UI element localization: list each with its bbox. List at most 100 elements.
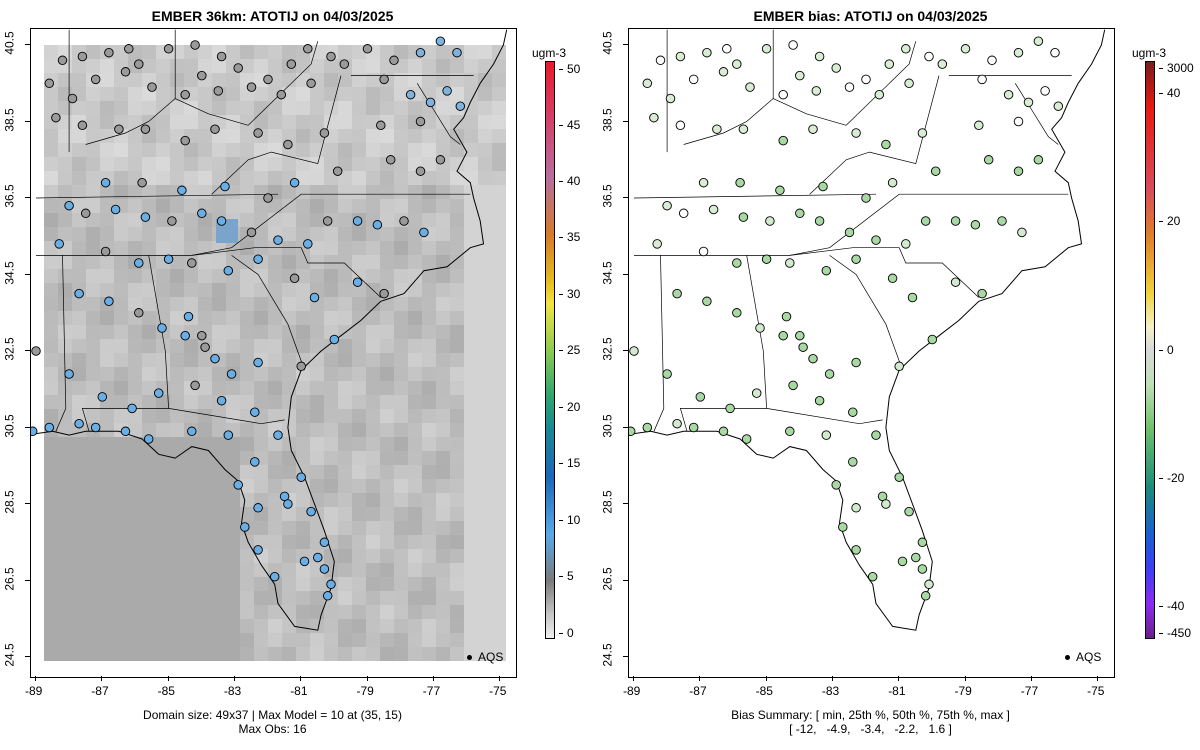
model-grid-cell — [114, 143, 128, 157]
model-grid-cell — [464, 619, 478, 633]
model-grid-cell — [394, 227, 408, 241]
model-grid-cell — [114, 465, 128, 479]
model-grid-cell — [352, 563, 366, 577]
model-grid-cell — [394, 171, 408, 185]
model-grid-cell — [268, 591, 282, 605]
model-grid-cell — [212, 465, 226, 479]
model-grid-cell — [198, 367, 212, 381]
model-grid-cell — [268, 45, 282, 59]
model-grid-cell — [296, 437, 310, 451]
right-y-tick: 34.5 — [600, 260, 615, 285]
model-grid-cell — [380, 311, 394, 325]
right-map — [628, 28, 1115, 678]
station-marker — [970, 220, 981, 230]
station-marker — [662, 200, 672, 211]
model-grid-cell — [100, 101, 114, 115]
model-grid-cell — [338, 423, 352, 437]
model-grid-cell — [254, 563, 268, 577]
model-grid-cell — [86, 451, 100, 465]
model-grid-cell — [366, 241, 380, 255]
model-grid-cell — [114, 269, 128, 283]
model-grid-cell — [114, 619, 128, 633]
station-marker — [167, 216, 177, 226]
model-grid-cell — [44, 605, 58, 619]
station-marker — [137, 177, 147, 188]
model-grid-cell — [464, 297, 478, 311]
model-grid-cell — [58, 479, 72, 493]
model-grid-cell — [58, 493, 72, 507]
model-grid-cell — [352, 325, 366, 339]
model-grid-cell — [240, 115, 254, 129]
model-grid-cell — [422, 171, 436, 185]
model-grid-cell — [296, 577, 310, 591]
model-grid-cell — [86, 493, 100, 507]
model-grid-cell — [268, 465, 282, 479]
model-grid-cell — [366, 465, 380, 479]
model-grid-cell — [184, 269, 198, 283]
model-grid-cell — [254, 339, 268, 353]
model-grid-cell — [464, 325, 478, 339]
model-grid-cell — [114, 577, 128, 591]
model-grid-cell — [114, 213, 128, 227]
model-grid-cell — [422, 129, 436, 143]
model-grid-cell — [170, 437, 184, 451]
model-grid-cell — [58, 115, 72, 129]
station-marker — [313, 552, 323, 563]
model-grid-cell — [86, 465, 100, 479]
right-y-tick: 24.5 — [600, 643, 615, 667]
model-grid-cell — [352, 535, 366, 549]
model-grid-cell — [352, 577, 366, 591]
station-marker — [831, 63, 841, 73]
right-map-canvas — [629, 29, 1106, 631]
model-grid-cell — [100, 255, 114, 269]
model-grid-cell — [282, 311, 296, 325]
model-grid-cell — [296, 213, 310, 227]
model-grid-cell — [72, 493, 86, 507]
model-grid-cell — [394, 479, 408, 493]
station-marker — [296, 472, 306, 482]
model-grid-cell — [450, 395, 464, 409]
model-grid-cell — [380, 535, 394, 549]
model-grid-cell — [170, 269, 184, 283]
model-grid-cell — [58, 647, 72, 661]
station-marker — [652, 239, 662, 249]
right-x-tick: -83 — [821, 684, 840, 698]
model-grid-cell — [436, 381, 450, 395]
model-grid-cell — [226, 171, 240, 185]
model-grid-cell — [226, 311, 240, 325]
right-plot-title: EMBER bias: ATOTIJ on 04/03/2025 — [753, 8, 988, 24]
model-grid-cell — [198, 493, 212, 507]
model-grid-cell — [114, 255, 128, 269]
left-x-tick: -87 — [91, 684, 109, 698]
model-grid-cell — [310, 87, 324, 101]
model-grid-cell — [422, 45, 436, 59]
model-grid-cell — [352, 45, 366, 59]
model-grid-cell — [86, 129, 100, 143]
model-grid-cell — [226, 143, 240, 157]
model-grid-cell — [58, 255, 72, 269]
model-grid-cell — [254, 605, 268, 619]
model-grid-cell — [324, 367, 338, 381]
model-grid-cell — [450, 493, 464, 507]
model-grid-cell — [338, 591, 352, 605]
model-grid-cell — [464, 339, 478, 353]
right-y-tick: 40.5 — [600, 31, 615, 55]
model-grid-cell — [366, 535, 380, 549]
model-grid-cell — [450, 535, 464, 549]
station-marker — [1040, 86, 1050, 96]
station-marker — [1013, 166, 1024, 176]
model-grid-cell — [352, 339, 366, 353]
model-grid-cell — [394, 45, 408, 59]
model-grid-cell — [240, 367, 254, 381]
model-grid-cell — [450, 549, 464, 563]
state-border — [35, 193, 279, 199]
station-marker — [263, 74, 273, 85]
model-grid-cell — [422, 591, 436, 605]
model-grid-cell — [128, 143, 142, 157]
model-grid-cell — [380, 451, 394, 465]
model-grid-cell — [324, 311, 338, 325]
model-grid-cell — [464, 381, 478, 395]
model-grid-cell — [86, 45, 100, 59]
model-grid-cell — [338, 241, 352, 255]
model-grid-cell — [198, 157, 212, 171]
